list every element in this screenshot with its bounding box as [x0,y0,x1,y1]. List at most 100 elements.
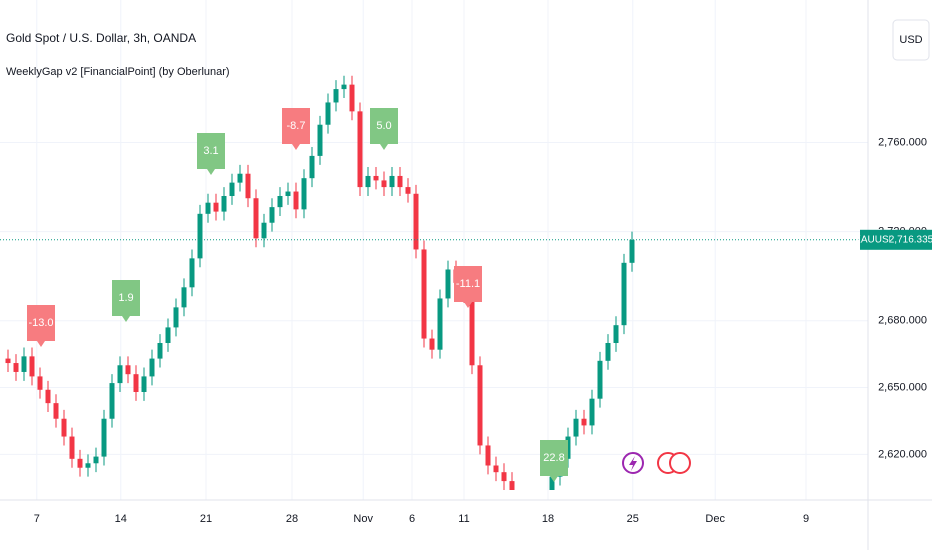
candle-body [405,187,411,194]
candle-body [5,358,11,364]
annotations: -13.0 1.9 3.1 -8.7 5.0 -11.1 22.8 [27,108,568,482]
gap-label-box [197,133,225,175]
candle-body [613,325,619,343]
candle-body [493,465,499,473]
event-icons [622,452,691,474]
gap-label: -8.7 [287,120,306,132]
candle-body [29,356,35,377]
candle-body [45,389,51,404]
candle-body [141,376,147,392]
candle-body [597,360,603,399]
candle-body [341,84,347,90]
candle-body [221,196,227,212]
candle-body [589,398,595,426]
candle-body [317,124,323,156]
candle-body [621,262,627,326]
candle-body [61,418,67,437]
candle-body [581,418,587,426]
candle-body [125,365,131,375]
gap-label-box [370,108,398,150]
candle-body [197,213,203,259]
x-tick-label: 21 [200,513,212,525]
candle-body [349,84,355,112]
candle-body [518,503,523,521]
candle-body [109,383,115,419]
gap-label-box [27,305,55,347]
y-tick-label: 2,620.000 [878,448,927,460]
candle-body [573,418,579,437]
candle-body [549,476,555,490]
candle-body [277,196,283,208]
x-tick-label: 9 [803,513,809,525]
candle-body [357,111,363,188]
candle-body [429,338,435,350]
gap-label-box [112,280,140,322]
gap-label: -13.0 [28,317,53,329]
candle-body [261,222,267,239]
candle-body [229,182,235,196]
candle-body [69,436,75,459]
candle-body [413,193,419,250]
chart-title: Gold Spot / U.S. Dollar, 3h, OANDA [6,31,196,45]
candle-body [365,175,371,188]
gap-label: -11.1 [456,278,480,290]
candle-body [373,175,379,181]
candles [5,75,635,526]
x-tick-label: 14 [115,513,127,525]
indicator-name: WeeklyGap v2 [FinancialPoint] (by Oberlu… [6,66,230,78]
y-tick-label: 2,680.000 [878,315,927,327]
candle-body [269,207,275,223]
x-tick-label: 11 [458,513,469,525]
x-tick-label: Dec [705,513,725,525]
candle-body [77,458,83,468]
currency-button[interactable] [892,19,930,61]
candle-body [181,287,187,308]
x-tick-label: 18 [542,513,554,525]
x-tick-label: 6 [409,513,415,525]
candle-body [534,517,539,526]
gap-label-box [282,108,310,150]
candle-body [509,481,515,490]
candle-body [309,155,315,179]
candle-body [325,102,331,125]
candle-body [13,363,19,372]
candle-body [381,180,387,188]
candle-body [189,258,195,288]
candle-body [469,294,475,366]
candle-body [477,365,483,446]
gap-label: 3.1 [203,145,218,157]
candle-body [213,202,219,212]
symbol-label: XAUUSD [854,234,896,245]
candle-body [485,445,491,466]
candle-body [421,249,427,339]
candle-body [245,173,251,199]
candle-body [526,521,531,525]
gap-label: 5.0 [376,120,391,132]
candle-body [37,376,43,390]
candle-body [605,343,611,361]
candle-body [157,343,163,359]
candle-body [93,456,99,464]
candle-body [21,356,27,372]
candle-body [101,418,107,457]
price-tag [890,229,932,250]
candle-body [237,173,243,183]
candle-body [445,269,451,299]
candle-body [117,365,123,384]
gap-label: 1.9 [118,292,133,304]
candle-body [253,198,259,239]
candle-body [205,202,211,214]
gap-label-box [540,440,568,482]
x-tick-label: 25 [627,513,639,525]
candle-body [133,374,139,392]
candle-body [173,307,179,328]
x-tick-label: Nov [353,513,373,525]
candle-body [501,472,507,482]
candle-body [165,327,171,343]
candle-body [53,403,59,419]
currency-label: USD [899,34,922,46]
candle-body [293,191,299,210]
candle-body [437,298,443,350]
